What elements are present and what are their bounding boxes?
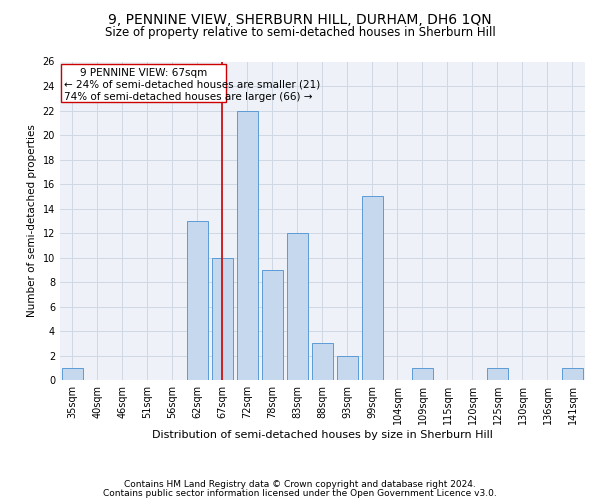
Bar — [287, 233, 308, 380]
Text: 9 PENNINE VIEW: 67sqm: 9 PENNINE VIEW: 67sqm — [80, 68, 208, 78]
Bar — [187, 221, 208, 380]
Bar — [487, 368, 508, 380]
Bar — [262, 270, 283, 380]
X-axis label: Distribution of semi-detached houses by size in Sherburn Hill: Distribution of semi-detached houses by … — [152, 430, 493, 440]
Bar — [362, 196, 383, 380]
Bar — [412, 368, 433, 380]
Bar — [212, 258, 233, 380]
Bar — [62, 368, 83, 380]
Text: ← 24% of semi-detached houses are smaller (21): ← 24% of semi-detached houses are smalle… — [64, 80, 320, 90]
Text: Contains HM Land Registry data © Crown copyright and database right 2024.: Contains HM Land Registry data © Crown c… — [124, 480, 476, 489]
Bar — [237, 110, 258, 380]
Text: Contains public sector information licensed under the Open Government Licence v3: Contains public sector information licen… — [103, 488, 497, 498]
FancyBboxPatch shape — [61, 64, 226, 102]
Text: 74% of semi-detached houses are larger (66) →: 74% of semi-detached houses are larger (… — [64, 92, 312, 102]
Bar — [312, 344, 333, 380]
Bar — [337, 356, 358, 380]
Text: Size of property relative to semi-detached houses in Sherburn Hill: Size of property relative to semi-detach… — [104, 26, 496, 39]
Bar — [562, 368, 583, 380]
Y-axis label: Number of semi-detached properties: Number of semi-detached properties — [27, 124, 37, 318]
Text: 9, PENNINE VIEW, SHERBURN HILL, DURHAM, DH6 1QN: 9, PENNINE VIEW, SHERBURN HILL, DURHAM, … — [108, 12, 492, 26]
